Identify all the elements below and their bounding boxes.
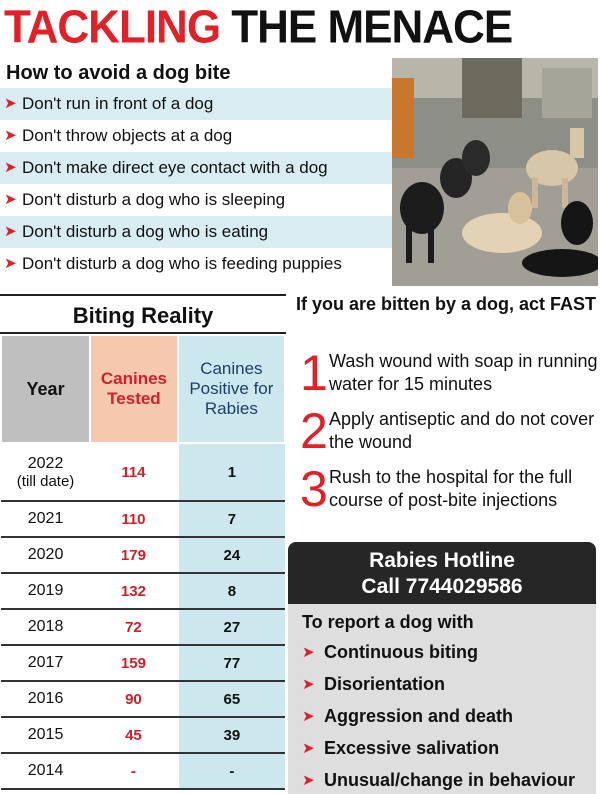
table-header-row: Year Canines Tested Canines Positive for… <box>0 334 287 444</box>
cell-year: 2015 <box>1 717 91 754</box>
table-row: 2019 132 8 <box>1 573 285 610</box>
hotline-title: Rabies Hotline <box>369 549 515 572</box>
step-number: 1 <box>300 345 328 401</box>
cell-tested: 159 <box>90 645 178 682</box>
cell-tested: - <box>90 753 178 790</box>
cell-tested: 132 <box>90 573 178 610</box>
if-bitten-title: If you are bitten by a dog, act FAST <box>295 294 597 314</box>
step-1: 1 Wash wound with soap in running water … <box>300 345 600 401</box>
tip-item: ➤ Don't disturb a dog who is eating <box>0 216 392 248</box>
biting-reality-table: Year Canines Tested Canines Positive for… <box>0 334 287 790</box>
arrow-icon: ➤ <box>4 159 17 176</box>
step-text: Rush to the hospital for the full course… <box>329 467 573 510</box>
street-dogs-photo <box>392 58 598 286</box>
cell-tested: 90 <box>90 681 178 718</box>
report-title: To report a dog with <box>302 612 474 632</box>
report-item-text: Excessive salivation <box>324 737 500 758</box>
arrow-icon: ➤ <box>302 676 315 693</box>
cell-year: 2016 <box>1 681 91 718</box>
cell-year: 2019 <box>1 573 91 610</box>
tip-item: ➤ Don't run in front of a dog <box>0 88 392 120</box>
cell-positive: 65 <box>176 681 285 718</box>
page-title: TACKLING THE MENACE <box>4 1 513 56</box>
report-item: ➤ Disorientation <box>302 668 596 700</box>
tip-text: Don't throw objects at a dog <box>22 126 233 145</box>
arrow-icon: ➤ <box>4 223 17 240</box>
cell-tested: 110 <box>90 501 178 538</box>
report-item-text: Continuous biting <box>324 641 478 662</box>
report-item: ➤ Aggression and death <box>302 700 596 732</box>
cell-positive: 39 <box>176 717 285 754</box>
header-year: Year <box>0 334 92 444</box>
cell-positive: - <box>176 753 285 790</box>
cell-year: 2018 <box>1 609 91 646</box>
cell-positive: 27 <box>176 609 285 646</box>
step-2: 2 Apply antiseptic and do not cover the … <box>300 403 600 459</box>
tip-text: Don't make direct eye contact with a dog <box>22 158 328 177</box>
step-3: 3 Rush to the hospital for the full cour… <box>300 461 600 517</box>
arrow-icon: ➤ <box>4 255 17 272</box>
cell-year: 2014 <box>1 753 91 790</box>
cell-positive: 1 <box>176 443 285 502</box>
year-value: 2022 <box>27 454 64 472</box>
cell-tested: 72 <box>90 609 178 646</box>
table-row: 2017 159 77 <box>1 645 285 682</box>
tip-item: ➤ Don't make direct eye contact with a do… <box>0 152 392 184</box>
cell-year: 2017 <box>1 645 91 682</box>
avoid-bite-section: How to avoid a dog bite ➤ Don't run in fr… <box>0 58 392 280</box>
tip-text: Don't disturb a dog who is sleeping <box>22 190 286 209</box>
hotline-number: Call 7744029586 <box>361 575 523 598</box>
report-item: ➤ Continuous biting <box>302 636 596 668</box>
cell-positive: 8 <box>176 573 285 610</box>
headline-part2: THE MENACE <box>231 1 513 54</box>
arrow-icon: ➤ <box>4 191 17 208</box>
cell-year: 2021 <box>1 501 91 538</box>
arrow-icon: ➤ <box>4 95 17 112</box>
tip-text: Don't run in front of a dog <box>22 94 214 113</box>
tip-item: ➤ Don't disturb a dog who is sleeping <box>0 184 392 216</box>
report-item: ➤ Excessive salivation <box>302 732 596 764</box>
arrow-icon: ➤ <box>302 772 315 789</box>
rabies-hotline-box: Rabies Hotline Call 7744029586 <box>288 542 596 604</box>
cell-tested: 114 <box>90 443 178 502</box>
headline-part1: TACKLING <box>4 1 221 54</box>
arrow-icon: ➤ <box>302 740 315 757</box>
cell-year: 2020 <box>1 537 91 574</box>
biting-reality-title: Biting Reality <box>0 294 286 334</box>
arrow-icon: ➤ <box>302 708 315 725</box>
cell-year: 2022 (till date) <box>1 443 91 502</box>
report-item-text: Unusual/change in behaviour <box>324 769 576 790</box>
header-positive: Canines Positive for Rabies <box>176 334 287 444</box>
step-text: Wash wound with soap in running water fo… <box>329 351 598 394</box>
cell-tested: 179 <box>90 537 178 574</box>
header-tested: Canines Tested <box>89 334 179 444</box>
report-dog-section: To report a dog with ➤ Continuous biting … <box>288 604 596 794</box>
table-row: 2015 45 39 <box>1 717 285 754</box>
table-row: 2022 (till date) 114 1 <box>1 443 285 502</box>
step-number: 2 <box>300 403 328 459</box>
table-row: 2018 72 27 <box>1 609 285 646</box>
table-row: 2020 179 24 <box>1 537 285 574</box>
cell-positive: 7 <box>176 501 285 538</box>
cell-tested: 45 <box>90 717 178 754</box>
step-text: Apply antiseptic and do not cover the wo… <box>329 409 595 452</box>
year-note: (till date) <box>16 472 75 490</box>
table-row: 2021 110 7 <box>1 501 285 538</box>
arrow-icon: ➤ <box>302 644 315 661</box>
avoid-bite-title: How to avoid a dog bite <box>0 58 392 88</box>
report-item: ➤ Unusual/change in behaviour <box>302 764 596 794</box>
report-item-text: Disorientation <box>324 673 446 694</box>
tip-text: Don't disturb a dog who is eating <box>22 222 269 241</box>
cell-positive: 77 <box>176 645 285 682</box>
tip-item: ➤ Don't throw objects at a dog <box>0 120 392 152</box>
cell-positive: 24 <box>176 537 285 574</box>
tip-text: Don't disturb a dog who is feeding puppi… <box>22 254 342 273</box>
step-number: 3 <box>300 461 328 517</box>
tip-item: ➤ Don't disturb a dog who is feeding pupp… <box>0 248 392 280</box>
table-row: 2016 90 65 <box>1 681 285 718</box>
table-row: 2014 - - <box>1 753 285 790</box>
report-item-text: Aggression and death <box>324 705 514 726</box>
dogs-illustration <box>392 58 598 286</box>
arrow-icon: ➤ <box>4 127 17 144</box>
